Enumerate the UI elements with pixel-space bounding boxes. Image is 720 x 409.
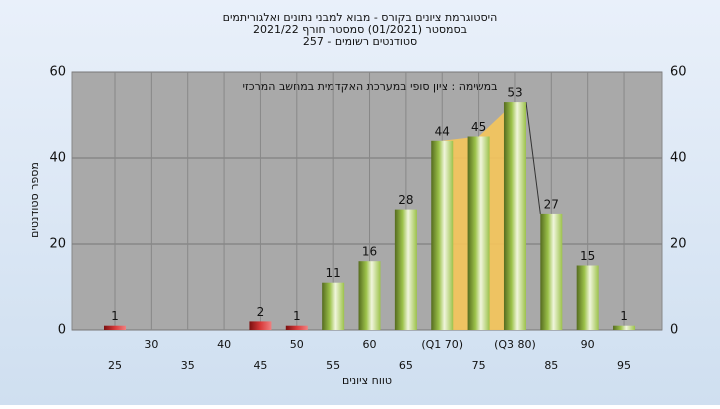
bar	[394, 209, 417, 330]
x-tick-label: 60	[363, 338, 377, 351]
value-label: 2	[257, 305, 265, 319]
bar	[613, 325, 636, 330]
x-tick-label: 90	[581, 338, 595, 351]
x-axis-label: טווח ציונים	[342, 374, 392, 387]
value-label: 1	[620, 309, 628, 323]
x-tick-label: 75	[472, 359, 486, 372]
value-label: 1	[111, 309, 119, 323]
bar	[358, 261, 381, 330]
bar	[249, 321, 272, 330]
x-tick-label: 25	[108, 359, 122, 372]
y2-tick-label: 0	[670, 323, 678, 338]
value-label: 16	[362, 245, 377, 259]
bar	[322, 282, 345, 330]
value-label: 11	[326, 266, 341, 280]
bar	[467, 136, 490, 330]
subtitle: בסמסטר (01/2021) סמסטר חורף 2021/22	[253, 23, 467, 36]
bar	[285, 325, 308, 330]
bar	[104, 325, 126, 330]
x-tick-label: 95	[617, 359, 631, 372]
x-tick-label: (Q3 80)	[494, 338, 536, 351]
x-tick-label: 85	[544, 359, 558, 372]
x-tick-label: 30	[144, 338, 158, 351]
y2-tick-label: 20	[670, 237, 687, 252]
value-label: 1	[293, 309, 301, 323]
x-tick-label: 65	[399, 359, 413, 372]
value-label: 15	[580, 249, 595, 263]
y-axis-label: מספר סטודנטים	[28, 162, 41, 238]
y2-tick-label: 60	[670, 65, 687, 80]
value-label: 44	[435, 124, 450, 138]
bar	[503, 102, 526, 330]
x-tick-label: (Q1 70)	[421, 338, 463, 351]
bar	[431, 140, 454, 330]
value-label: 45	[471, 120, 486, 134]
y2-tick-label: 40	[670, 151, 687, 166]
y-tick-label: 20	[49, 237, 66, 252]
x-tick-label: 40	[217, 338, 231, 351]
value-label: 53	[507, 86, 522, 100]
subtitle: סטודנטים רשומים - 257	[303, 35, 417, 48]
bar	[576, 265, 599, 330]
x-tick-label: 35	[181, 359, 195, 372]
value-label: 28	[398, 193, 413, 207]
bar	[540, 213, 563, 330]
x-tick-label: 50	[290, 338, 304, 351]
x-tick-label: 45	[253, 359, 267, 372]
y-tick-label: 0	[58, 323, 66, 338]
x-tick-label: 55	[326, 359, 340, 372]
y-tick-label: 40	[49, 151, 66, 166]
quartile-edge	[525, 102, 541, 214]
chart-title: היסטוגרמת ציונים בקורס - מבוא למבני נתונ…	[223, 11, 498, 24]
value-label: 27	[544, 197, 559, 211]
y-tick-label: 60	[49, 65, 66, 80]
